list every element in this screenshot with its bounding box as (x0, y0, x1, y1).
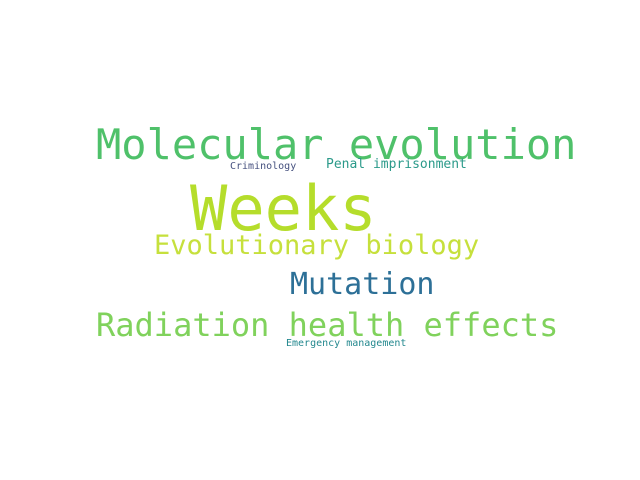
word-emergency-management: Emergency management (286, 338, 407, 349)
word-weeks: Weeks (190, 172, 377, 245)
word-evolutionary-biology: Evolutionary biology (154, 230, 480, 261)
word-criminology: Criminology (230, 161, 297, 172)
word-penal-imprisonment: Penal imprisonment (326, 157, 467, 172)
word-radiation-health-effects: Radiation health effects (96, 306, 559, 344)
word-molecular-evolution: Molecular evolution (96, 120, 577, 169)
word-mutation: Mutation (290, 267, 435, 302)
